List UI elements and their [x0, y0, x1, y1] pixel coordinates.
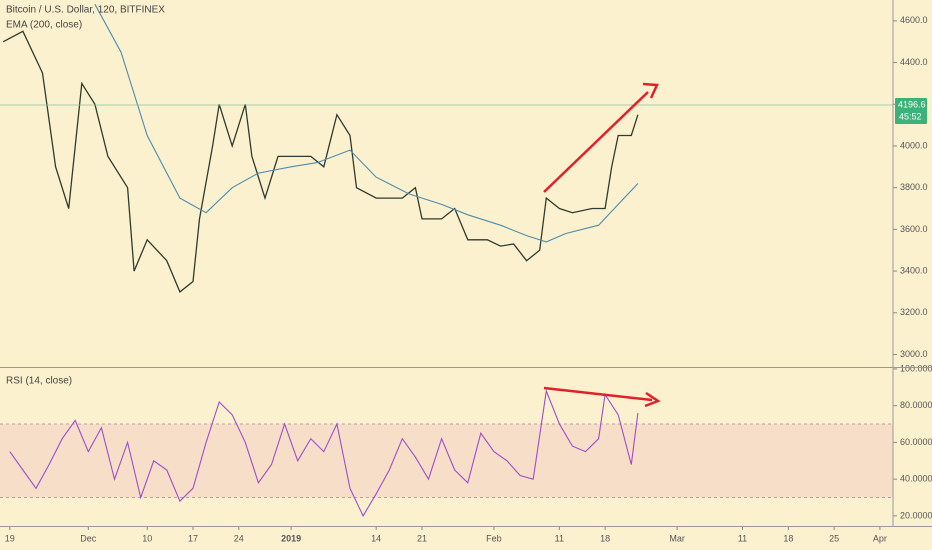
y-tick-label: 3600.0 — [900, 224, 928, 234]
x-tick-label: 19 — [5, 533, 15, 543]
x-tick-label: Mar — [669, 533, 685, 543]
x-tick-label: 14 — [371, 533, 381, 543]
x-tick-label: Feb — [486, 533, 502, 543]
series-line — [9, 388, 639, 518]
y-tick-label: 3200.0 — [900, 307, 928, 317]
y-tick-label: 4600.0 — [900, 15, 928, 25]
x-tick-label: 18 — [600, 533, 610, 543]
y-tick-label: 40.0000 — [900, 474, 932, 484]
x-tick-label: 24 — [234, 533, 244, 543]
series-line — [94, 3, 639, 243]
chart-title: Bitcoin / U.S. Dollar, 120, BITFINEX — [6, 5, 165, 16]
arrow-head — [644, 391, 661, 408]
x-tick-label: 11 — [738, 533, 747, 543]
arrow-head — [642, 82, 659, 99]
y-tick-label: 3000.0 — [900, 349, 928, 359]
legend-entry: EMA (200, close) — [6, 20, 82, 31]
rsi-band — [0, 424, 893, 498]
x-tick-label: 17 — [188, 533, 198, 543]
x-tick-label: 25 — [829, 533, 839, 543]
y-tick-label: 80.0000 — [900, 400, 932, 410]
y-tick-label: 100.0000 — [900, 363, 932, 373]
y-tick-label: 60.0000 — [900, 437, 932, 447]
y-tick-label: 3400.0 — [900, 265, 928, 275]
x-tick-label: 10 — [142, 533, 152, 543]
x-tick-label: 11 — [555, 533, 564, 543]
y-tick-label: 20.0000 — [900, 510, 932, 520]
y-tick-label: 3800.0 — [900, 182, 928, 192]
y-tick-label: 4400.0 — [900, 57, 928, 67]
x-tick-label: Apr — [873, 533, 887, 543]
trend-arrow — [543, 386, 653, 402]
x-tick-label: 21 — [417, 533, 427, 543]
trend-arrow — [543, 91, 649, 193]
x-tick-label: 18 — [783, 533, 793, 543]
countdown-label: 45:52 — [899, 111, 922, 121]
series-line — [2, 30, 639, 293]
price-tag-label: 4196.6 — [898, 99, 926, 109]
y-tick-label: 4000.0 — [900, 140, 928, 150]
x-tick-label: 2019 — [281, 533, 301, 543]
price-tag — [895, 97, 927, 124]
rsi-title: RSI (14, close) — [6, 376, 72, 387]
x-tick-label: Dec — [80, 533, 97, 543]
